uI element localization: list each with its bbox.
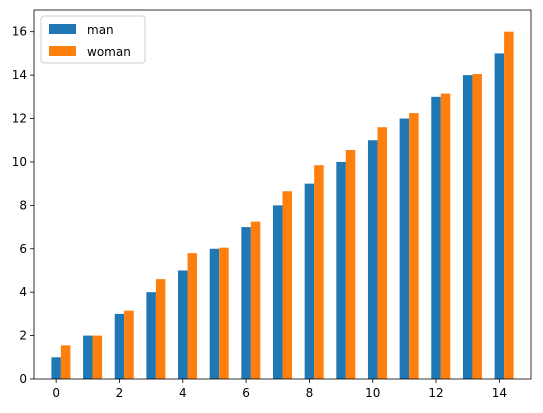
bar-man-12	[431, 96, 441, 379]
bar-woman-9	[345, 150, 356, 379]
y-tick-label: 10	[12, 155, 27, 169]
x-tick-label: 4	[179, 386, 187, 400]
bar-woman-4	[187, 253, 198, 379]
legend-swatch-man	[49, 24, 76, 34]
bar-man-9	[336, 161, 346, 379]
y-tick-label: 2	[19, 329, 27, 343]
bar-man-3	[146, 292, 156, 379]
bar-man-0	[51, 357, 61, 379]
y-tick-label: 4	[19, 285, 27, 299]
legend-label-man: man	[87, 23, 114, 37]
y-tick-label: 14	[12, 68, 27, 82]
x-tick-label: 12	[428, 386, 443, 400]
x-tick-label: 0	[52, 386, 60, 400]
bar-woman-6	[250, 221, 261, 379]
x-tick-label: 2	[116, 386, 124, 400]
bar-woman-0	[60, 345, 71, 379]
bar-man-2	[114, 313, 125, 379]
bar-man-14	[494, 53, 505, 379]
y-tick-label: 6	[19, 242, 27, 256]
x-tick-label: 6	[242, 386, 250, 400]
bar-woman-1	[92, 335, 103, 379]
bar-man-13	[462, 75, 473, 380]
bar-man-4	[178, 270, 188, 379]
bar-woman-14	[504, 31, 514, 380]
y-tick-label: 12	[12, 112, 27, 126]
axes-layer: 0 2 4 6 8 10 12 14 0 2 4 6 8 10 12 14 16	[12, 9, 532, 400]
bar-woman-8	[314, 165, 324, 379]
legend-swatch-woman	[49, 46, 76, 56]
y-tick-label: 8	[19, 198, 27, 212]
bar-woman-5	[219, 247, 229, 379]
bar-man-5	[209, 248, 220, 379]
legend: man woman	[40, 15, 146, 64]
x-tick-label: 14	[492, 386, 507, 400]
bar-man-7	[273, 205, 283, 379]
legend-label-woman: woman	[87, 45, 131, 59]
y-tick-label: 0	[19, 372, 27, 386]
bar-man-1	[83, 335, 93, 379]
y-tick-label: 16	[12, 25, 27, 39]
bar-woman-10	[377, 127, 387, 380]
bar-woman-13	[472, 74, 482, 379]
bar-woman-11	[409, 113, 419, 379]
x-tick-label: 10	[365, 386, 380, 400]
bar-woman-12	[440, 93, 451, 379]
x-tick-label: 8	[306, 386, 314, 400]
bar-man-6	[241, 227, 251, 379]
bars-layer	[51, 31, 514, 380]
bar-woman-3	[155, 279, 166, 379]
bar-man-8	[304, 183, 315, 379]
plot-frame	[33, 9, 532, 380]
bar-woman-2	[124, 310, 134, 379]
bar-woman-7	[282, 191, 292, 379]
bar-man-10	[367, 140, 378, 379]
bar-man-11	[399, 118, 410, 379]
